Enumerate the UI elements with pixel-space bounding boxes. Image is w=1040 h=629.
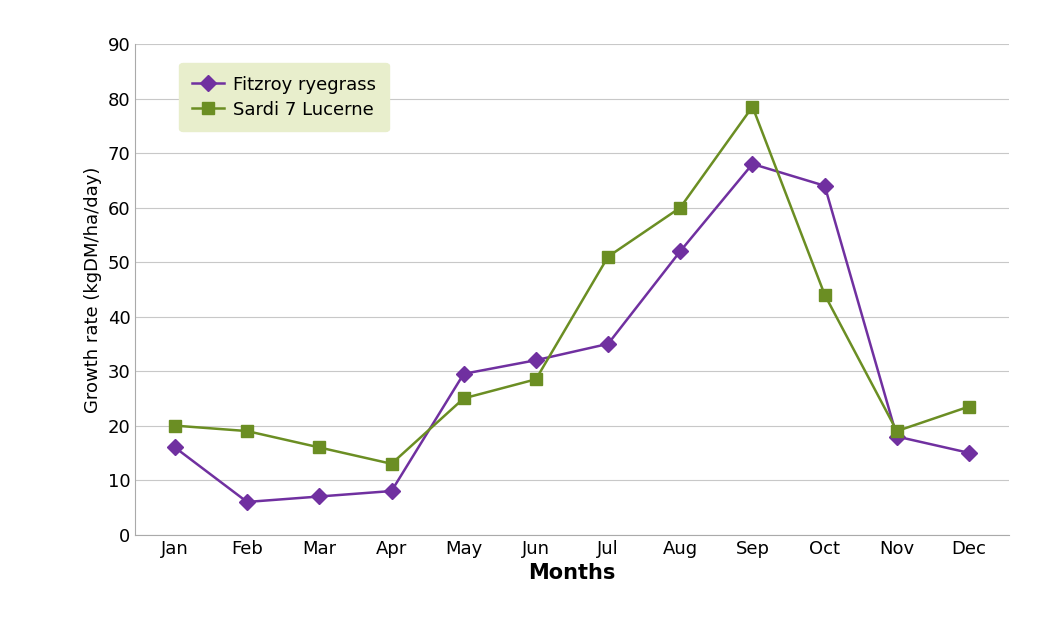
X-axis label: Months: Months [528, 563, 616, 583]
Sardi 7 Lucerne [313, 443, 326, 451]
Fitzroy ryegrass [529, 357, 542, 364]
Fitzroy ryegrass [674, 247, 686, 255]
Sardi 7 Lucerne [529, 376, 542, 383]
Line: Fitzroy ryegrass: Fitzroy ryegrass [170, 159, 974, 508]
Legend: Fitzroy ryegrass, Sardi 7 Lucerne: Fitzroy ryegrass, Sardi 7 Lucerne [179, 63, 389, 131]
Fitzroy ryegrass [241, 498, 254, 506]
Fitzroy ryegrass [458, 370, 470, 377]
Fitzroy ryegrass [313, 493, 326, 500]
Sardi 7 Lucerne [168, 422, 181, 430]
Fitzroy ryegrass [963, 449, 976, 457]
Sardi 7 Lucerne [963, 403, 976, 410]
Sardi 7 Lucerne [674, 204, 686, 211]
Fitzroy ryegrass [602, 340, 615, 348]
Fitzroy ryegrass [747, 160, 759, 168]
Fitzroy ryegrass [890, 433, 903, 440]
Sardi 7 Lucerne [890, 427, 903, 435]
Fitzroy ryegrass [818, 182, 831, 189]
Y-axis label: Growth rate (kgDM/ha/day): Growth rate (kgDM/ha/day) [84, 166, 102, 413]
Line: Sardi 7 Lucerne: Sardi 7 Lucerne [170, 101, 974, 469]
Sardi 7 Lucerne [385, 460, 397, 467]
Sardi 7 Lucerne [818, 291, 831, 299]
Sardi 7 Lucerne [747, 103, 759, 111]
Sardi 7 Lucerne [458, 394, 470, 402]
Sardi 7 Lucerne [241, 427, 254, 435]
Sardi 7 Lucerne [602, 253, 615, 260]
Fitzroy ryegrass [385, 487, 397, 495]
Fitzroy ryegrass [168, 443, 181, 451]
